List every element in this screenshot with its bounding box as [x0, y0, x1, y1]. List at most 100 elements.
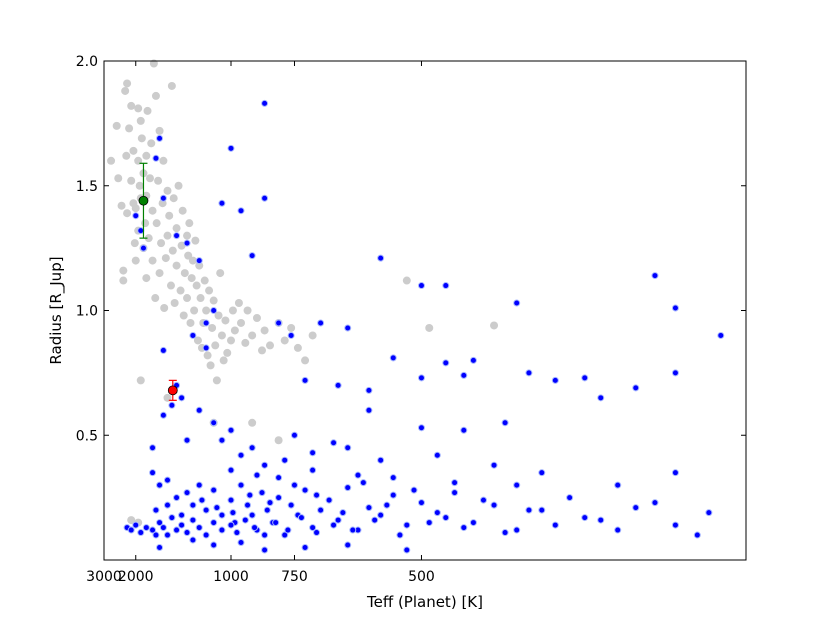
gray-data-point — [188, 256, 197, 265]
blue-data-point — [152, 154, 160, 162]
blue-data-point — [241, 516, 249, 524]
gray-data-point — [151, 294, 160, 303]
gray-data-point — [123, 209, 132, 218]
gray-data-point — [174, 181, 183, 190]
gray-data-point — [185, 219, 194, 228]
blue-data-point — [359, 479, 367, 487]
blue-data-point — [202, 506, 210, 514]
blue-data-point — [538, 506, 546, 514]
gray-data-point — [308, 331, 317, 340]
gray-data-point — [136, 116, 145, 125]
blue-data-point — [349, 526, 357, 534]
blue-data-point — [469, 519, 477, 527]
blue-data-point — [614, 481, 622, 489]
gray-data-point — [234, 299, 243, 308]
blue-data-point — [202, 531, 210, 539]
gray-data-point — [145, 174, 154, 183]
blue-data-point — [218, 199, 226, 207]
blue-data-point — [258, 489, 266, 497]
blue-data-point — [139, 244, 147, 252]
blue-data-point — [309, 449, 317, 457]
gray-data-point — [178, 206, 187, 215]
blue-data-point — [433, 451, 441, 459]
blue-data-point — [213, 504, 221, 512]
x-tick-label: 3000 — [86, 569, 122, 585]
gray-data-point — [301, 356, 310, 365]
blue-data-point — [377, 254, 385, 262]
highlight-point — [167, 385, 178, 396]
blue-data-point — [317, 319, 325, 327]
gray-data-point — [165, 211, 174, 220]
gray-data-point — [260, 326, 269, 335]
blue-data-point — [237, 539, 245, 547]
blue-data-point — [551, 376, 559, 384]
blue-data-point — [163, 531, 171, 539]
blue-data-point — [261, 546, 269, 554]
gray-data-point — [121, 86, 130, 95]
blue-data-point — [189, 501, 197, 509]
x-tick-label: 500 — [408, 569, 435, 585]
gray-data-point — [166, 281, 175, 290]
gray-data-point — [169, 194, 178, 203]
y-axis-label: Radius [R_Jup] — [47, 256, 66, 364]
gray-data-point — [217, 331, 226, 340]
blue-data-point — [651, 272, 659, 280]
gray-data-point — [195, 261, 204, 270]
gray-data-point — [248, 418, 257, 427]
x-tick-label: 750 — [281, 569, 308, 585]
gray-data-point — [214, 311, 223, 320]
blue-data-point — [149, 526, 157, 534]
gray-data-point — [123, 79, 132, 88]
blue-data-point — [371, 516, 379, 524]
blue-data-point — [425, 519, 433, 527]
blue-data-point — [159, 346, 167, 354]
blue-data-point — [344, 324, 352, 332]
gray-data-point — [280, 336, 289, 345]
blue-data-point — [469, 356, 477, 364]
gray-data-point — [148, 206, 157, 215]
blue-data-point — [301, 486, 309, 494]
gray-data-point — [243, 306, 252, 315]
gray-data-point — [168, 246, 177, 255]
blue-data-point — [671, 521, 679, 529]
blue-data-point — [365, 406, 373, 414]
gray-data-point — [119, 266, 128, 275]
blue-data-point — [261, 99, 269, 107]
blue-data-point — [632, 384, 640, 392]
blue-data-point — [159, 194, 167, 202]
blue-data-point — [442, 282, 450, 290]
blue-data-point — [442, 359, 450, 367]
plot-border — [103, 60, 747, 561]
blue-data-point — [513, 481, 521, 489]
blue-data-point — [525, 506, 533, 514]
blue-data-point — [383, 501, 391, 509]
blue-data-point — [377, 511, 385, 519]
blue-data-point — [159, 411, 167, 419]
blue-data-point — [460, 426, 468, 434]
blue-data-point — [261, 461, 269, 469]
blue-data-point — [365, 504, 373, 512]
blue-data-point — [275, 319, 283, 327]
blue-data-point — [218, 436, 226, 444]
blue-data-point — [152, 506, 160, 514]
gray-data-point — [180, 269, 189, 278]
blue-data-point — [253, 471, 261, 479]
blue-data-point — [210, 307, 218, 314]
blue-data-point — [287, 331, 295, 339]
blue-data-point — [451, 489, 459, 497]
gray-data-point — [274, 436, 283, 445]
gray-data-point — [209, 296, 218, 305]
gray-data-point — [287, 323, 296, 332]
gray-data-point — [127, 176, 136, 185]
gray-data-point — [143, 106, 152, 115]
gray-data-point — [172, 224, 181, 233]
blue-data-point — [525, 369, 533, 377]
blue-data-point — [365, 386, 373, 394]
gray-data-point — [186, 318, 195, 327]
blue-data-point — [301, 376, 309, 384]
blue-data-point — [313, 491, 321, 499]
gray-data-point — [252, 313, 261, 322]
blue-data-point — [281, 456, 289, 464]
gray-data-point — [248, 331, 257, 340]
